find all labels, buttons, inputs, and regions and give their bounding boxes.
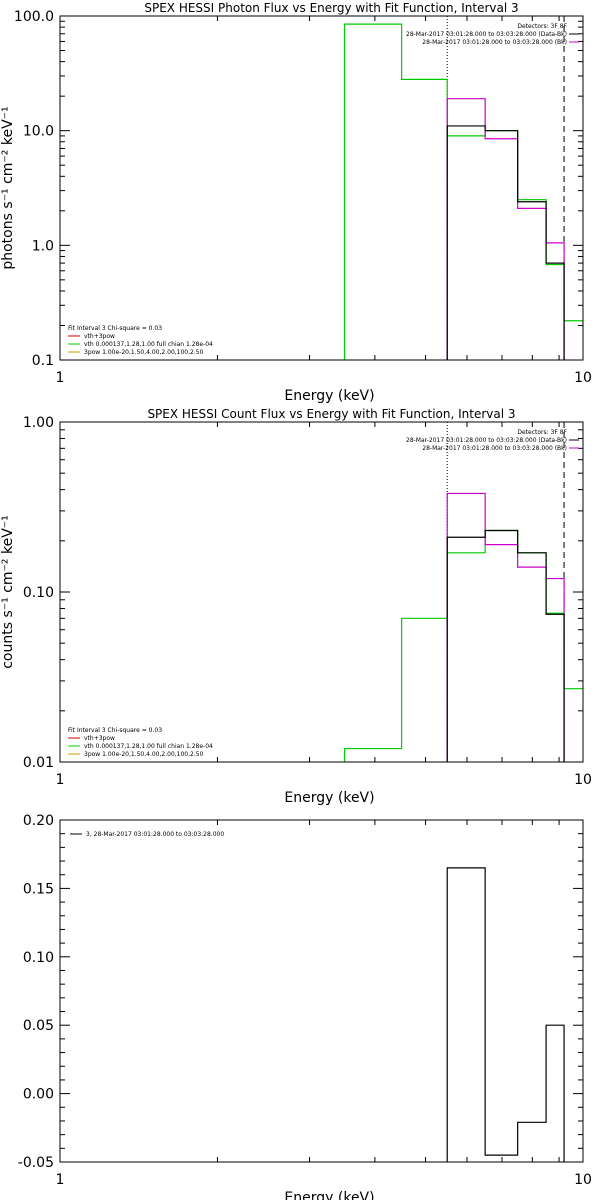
y-axis-label: counts s⁻¹ cm⁻² keV⁻¹ bbox=[0, 515, 16, 669]
y-tick-label: 0.00 bbox=[23, 1087, 54, 1103]
y-axis-label: photons s⁻¹ cm⁻² keV⁻¹ bbox=[0, 106, 16, 269]
legend-entry: 3, 28-Mar-2017 03:01:28.000 to 03:03:28.… bbox=[86, 831, 224, 838]
y-tick-label: 100.0 bbox=[14, 9, 54, 25]
series-line bbox=[446, 492, 565, 762]
y-tick-label: 0.10 bbox=[23, 950, 54, 966]
x-tick-label: 1 bbox=[56, 772, 65, 788]
chart-panel-2: SPEX HESSI Count Flux vs Energy with Fit… bbox=[0, 407, 592, 806]
x-axis-label: Energy (keV) bbox=[284, 388, 374, 404]
legend-entry: 3pow 1.00e-20,1.50,4.00,2.00,100,2.50 bbox=[84, 751, 204, 758]
y-tick-label: 1.00 bbox=[23, 415, 54, 431]
legend-entry: 28-Mar-2017 03:01:28.000 to 03:03:28.000… bbox=[422, 39, 567, 46]
x-tick-label: 1 bbox=[56, 1172, 65, 1188]
y-tick-label: 10.0 bbox=[23, 124, 54, 140]
series-line bbox=[446, 867, 565, 1162]
legend-entry: 28-Mar-2017 03:01:28.000 to 03:03:28.000… bbox=[422, 445, 567, 452]
x-tick-label: 10 bbox=[574, 772, 592, 788]
plot-frame bbox=[59, 421, 584, 763]
plot-frame bbox=[59, 819, 584, 1163]
legend-entry: vth 0.000137,1.28,1.00 full chian 1.28e-… bbox=[84, 341, 213, 348]
y-tick-label: 0.20 bbox=[23, 813, 54, 829]
chart-title: SPEX HESSI Photon Flux vs Energy with Fi… bbox=[144, 1, 518, 15]
legend-entry: Fit Interval 3 Chi-square = 0.03 bbox=[68, 727, 162, 734]
legend-entry: 28-Mar-2017 03:01:28.000 to 03:03:28.000… bbox=[406, 437, 567, 444]
y-tick-label: 0.1 bbox=[32, 353, 54, 369]
legend-entry: Detectors: 3F 8F bbox=[517, 429, 567, 436]
x-axis-label: Energy (keV) bbox=[284, 1190, 374, 1200]
legend-entry: 28-Mar-2017 03:01:28.000 to 03:03:28.000… bbox=[406, 31, 567, 38]
x-tick-label: 10 bbox=[574, 1172, 592, 1188]
legend-entry: vth+3pow bbox=[84, 333, 115, 340]
chart-panel-3: 1 10 -0.05 0.00 0.05 0.10 0.15 0.20 Energy (keV)… bbox=[18, 813, 592, 1200]
series-line bbox=[446, 529, 565, 762]
x-axis-label: Energy (keV) bbox=[284, 790, 374, 806]
legend-entry: 3pow 1.00e-20,1.50,4.00,2.00,100,2.50 bbox=[84, 349, 204, 356]
series-line bbox=[446, 125, 565, 360]
series-line bbox=[343, 529, 583, 762]
y-tick-label: -0.05 bbox=[18, 1155, 54, 1171]
x-tick-label: 10 bbox=[574, 370, 592, 386]
y-tick-label: 0.15 bbox=[23, 881, 54, 897]
y-tick-label: 0.05 bbox=[23, 1018, 54, 1034]
y-tick-label: 0.01 bbox=[23, 755, 54, 771]
x-tick-label: 1 bbox=[56, 370, 65, 386]
legend-entry: Detectors: 3F 8F bbox=[517, 23, 567, 30]
series-line bbox=[343, 23, 583, 360]
y-tick-label: 0.10 bbox=[23, 585, 54, 601]
legend-entry: vth+3pow bbox=[84, 735, 115, 742]
chart-panel-1: SPEX HESSI Photon Flux vs Energy with Fi… bbox=[0, 1, 592, 404]
legend-entry: vth 0.000137,1.28,1.00 full chian 1.28e-… bbox=[84, 743, 213, 750]
legend-entry: Fit Interval 3 Chi-square = 0.03 bbox=[68, 325, 162, 332]
y-tick-label: 1.0 bbox=[32, 238, 54, 254]
chart-title: SPEX HESSI Count Flux vs Energy with Fit… bbox=[147, 407, 515, 421]
plot-frame bbox=[59, 15, 584, 361]
